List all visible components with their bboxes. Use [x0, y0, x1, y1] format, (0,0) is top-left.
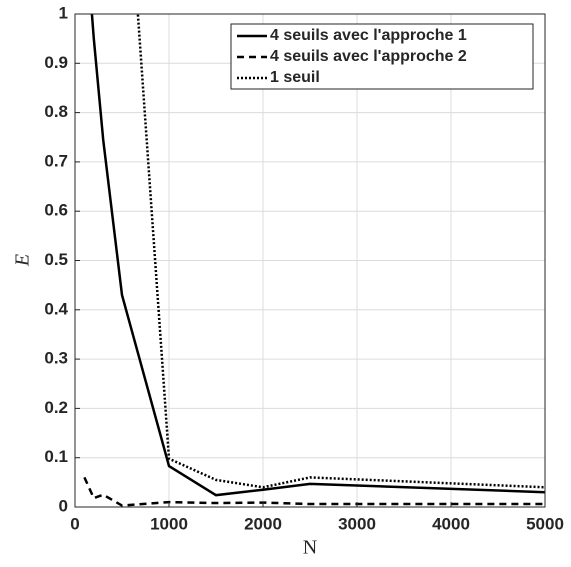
x-tick-label: 3000	[338, 514, 376, 533]
x-tick-label: 2000	[244, 514, 282, 533]
y-tick-label: 0	[59, 496, 68, 515]
y-tick-label: 0.4	[44, 299, 68, 318]
legend: 4 seuils avec l'approche 1 4 seuils avec …	[230, 23, 534, 90]
series-line	[136, 14, 545, 489]
y-tick-label: 0.8	[44, 102, 68, 121]
series-line	[90, 14, 545, 497]
legend-box	[230, 23, 534, 90]
series-line	[83, 476, 545, 507]
legend-label: 4 seuils avec l'approche 1	[270, 27, 467, 44]
legend-label: 1 seuil	[270, 69, 320, 86]
x-axis-label: N	[303, 537, 317, 559]
legend-label: 4 seuils avec l'approche 2	[270, 48, 467, 65]
y-tick-label: 0.2	[44, 398, 68, 417]
y-tick-label: 0.3	[44, 349, 68, 368]
x-tick-label: 5000	[526, 514, 564, 533]
y-tick-label: 0.5	[44, 250, 68, 269]
y-tick-label: 1	[59, 3, 68, 22]
y-tick-label: 0.7	[44, 151, 68, 170]
x-tick-label: 1000	[150, 514, 188, 533]
x-tick-label: 0	[70, 514, 79, 533]
y-axis-label: E	[12, 254, 34, 267]
y-tick-label: 0.6	[44, 201, 68, 220]
y-tick-label: 0.9	[44, 53, 68, 72]
x-tick-label: 4000	[432, 514, 470, 533]
y-tick-label: 0.1	[44, 447, 68, 466]
